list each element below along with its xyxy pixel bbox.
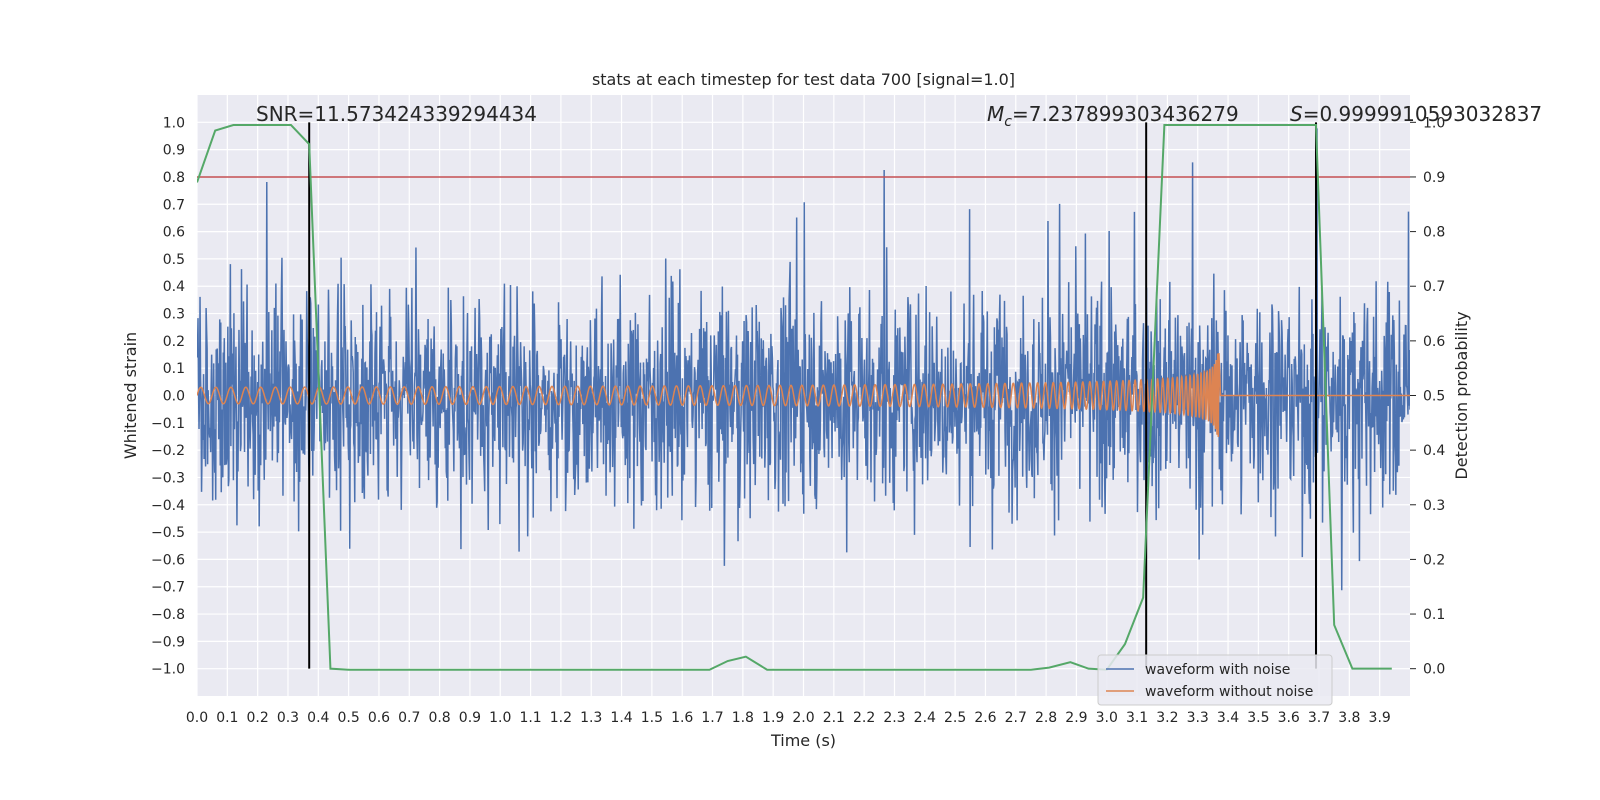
- y2-axis-label: Detection probability: [1452, 311, 1471, 479]
- y2-tick-label: 1.0: [1423, 115, 1445, 131]
- x-tick-label: 2.9: [1065, 710, 1087, 726]
- y-tick-label: −0.9: [151, 634, 185, 650]
- x-tick-label: 0.8: [428, 710, 450, 726]
- x-tick-label: 3.1: [1126, 710, 1148, 726]
- s-value: =0.9999910593032837: [1303, 102, 1542, 126]
- x-tick-label: 3.5: [1247, 710, 1269, 726]
- y2-tick-label: 0.7: [1423, 279, 1445, 295]
- y2-tick-label: 0.8: [1423, 225, 1445, 241]
- x-tick-label: 3.3: [1187, 710, 1209, 726]
- x-tick-label: 2.5: [944, 710, 966, 726]
- y2-tick-label: 0.6: [1423, 334, 1445, 350]
- y-tick-label: −0.1: [151, 416, 185, 432]
- x-tick-label: 2.6: [974, 710, 996, 726]
- s-annotation: S=0.9999910593032837: [1290, 102, 1542, 126]
- x-tick-label: 0.5: [337, 710, 359, 726]
- x-tick-labels: 0.0 0.1 0.2 0.3 0.4 0.5 0.6 0.7 0.8 0.9 1.0 1.1 1.2 1…: [186, 710, 1391, 726]
- y-tick-label: −0.3: [151, 470, 185, 486]
- x-tick-label: 0.6: [368, 710, 390, 726]
- x-axis-label: Time (s): [770, 731, 836, 750]
- x-tick-label: 0.1: [216, 710, 238, 726]
- x-tick-label: 1.7: [701, 710, 723, 726]
- y-tick-label: 0.9: [163, 143, 185, 159]
- x-tick-label: 1.3: [580, 710, 602, 726]
- y2-tick-labels: 1.0 0.9 0.8 0.7 0.6 0.5 0.4 0.3 0.2 0.1 0.0: [1410, 115, 1445, 678]
- chirp-mass-annotation: Mc=7.237899303436279: [987, 102, 1239, 130]
- y-tick-label: 1.0: [163, 115, 185, 131]
- x-tick-label: 2.7: [1005, 710, 1027, 726]
- y-tick-label: −0.2: [151, 443, 185, 459]
- series-layer: [197, 122, 1410, 671]
- legend-box: [1097, 654, 1333, 706]
- x-tick-label: 3.9: [1369, 710, 1391, 726]
- y2-tick-label: 0.9: [1423, 170, 1445, 186]
- y-tick-label: 0.3: [163, 307, 185, 323]
- y-tick-label: −0.8: [151, 607, 185, 623]
- y-tick-label: 0.1: [163, 361, 185, 377]
- y-tick-label: −0.7: [151, 580, 185, 596]
- y-tick-label: −0.4: [151, 498, 185, 514]
- legend: waveform with noise waveform without noi…: [1097, 654, 1333, 706]
- mc-value: =7.237899303436279: [1012, 102, 1239, 126]
- x-tick-label: 3.4: [1217, 710, 1239, 726]
- snr-annotation: SNR=11.573424339294434: [256, 102, 537, 126]
- y-tick-label: 0.8: [163, 170, 185, 186]
- y-tick-label: 0.6: [163, 225, 185, 241]
- y2-tick-label: 0.5: [1423, 389, 1445, 405]
- x-tick-label: 0.7: [398, 710, 420, 726]
- y-tick-label: 0.0: [163, 389, 185, 405]
- x-tick-label: 2.0: [792, 710, 814, 726]
- s-symbol: S: [1290, 102, 1303, 126]
- series-waveform-with-noise: [197, 128, 1410, 591]
- x-tick-label: 0.2: [247, 710, 269, 726]
- y2-tick-label: 0.2: [1423, 552, 1445, 568]
- series-detection-probability: [197, 124, 1392, 671]
- x-tick-label: 3.0: [1096, 710, 1118, 726]
- x-tick-label: 2.8: [1035, 710, 1057, 726]
- x-tick-label: 2.3: [883, 710, 905, 726]
- chart-title: stats at each timestep for test data 700…: [592, 70, 1015, 89]
- y-tick-label: 0.2: [163, 334, 185, 350]
- x-tick-label: 2.4: [914, 710, 936, 726]
- x-tick-label: 1.8: [732, 710, 754, 726]
- series-waveform-without-noise: [197, 353, 1410, 438]
- y-tick-label: −1.0: [151, 662, 185, 678]
- x-tick-label: 1.0: [489, 710, 511, 726]
- y2-tick-label: 0.4: [1423, 443, 1445, 459]
- y-tick-label: 0.7: [163, 197, 185, 213]
- x-tick-label: 0.3: [277, 710, 299, 726]
- y-tick-labels: 1.0 0.9 0.8 0.7 0.6 0.5 0.4 0.3 0.2 0.1 0.0 −0.1 −0.…: [151, 115, 185, 677]
- x-tick-label: 0.9: [459, 710, 481, 726]
- x-tick-label: 3.6: [1278, 710, 1300, 726]
- x-tick-label: 3.2: [1156, 710, 1178, 726]
- y-tick-label: −0.6: [151, 552, 185, 568]
- y-tick-label: 0.4: [163, 279, 185, 295]
- x-tick-label: 1.2: [550, 710, 572, 726]
- y-tick-label: −0.5: [151, 525, 185, 541]
- legend-label-waveform-without-noise: waveform without noise: [1145, 684, 1313, 700]
- x-tick-label: 3.8: [1338, 710, 1360, 726]
- y-axis-label: Whitened strain: [121, 332, 140, 459]
- x-tick-label: 1.4: [610, 710, 632, 726]
- x-tick-label: 2.2: [853, 710, 875, 726]
- y2-tick-label: 0.1: [1423, 607, 1445, 623]
- x-tick-label: 3.7: [1308, 710, 1330, 726]
- mc-subscript: c: [1004, 114, 1012, 130]
- vertical-markers: [308, 122, 1317, 669]
- x-tick-label: 0.4: [307, 710, 329, 726]
- mc-symbol: M: [987, 102, 1004, 126]
- y2-tick-label: 0.0: [1423, 662, 1445, 678]
- x-tick-label: 1.5: [641, 710, 663, 726]
- x-tick-label: 1.6: [671, 710, 693, 726]
- legend-label-waveform-with-noise: waveform with noise: [1145, 662, 1290, 678]
- y-tick-label: 0.5: [163, 252, 185, 268]
- x-tick-label: 0.0: [186, 710, 208, 726]
- y2-tick-label: 0.3: [1423, 498, 1445, 514]
- x-tick-label: 2.1: [823, 710, 845, 726]
- x-tick-label: 1.9: [762, 710, 784, 726]
- x-tick-label: 1.1: [519, 710, 541, 726]
